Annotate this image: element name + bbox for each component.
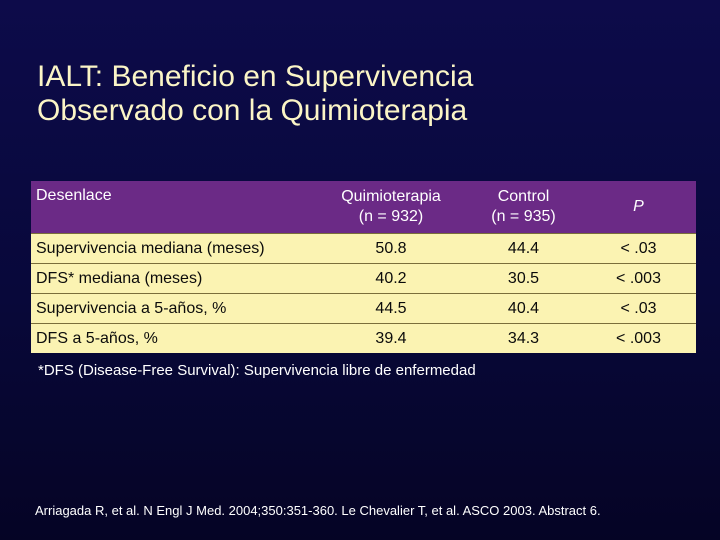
slide-title: IALT: Beneficio en Supervivencia Observa… [37, 60, 687, 128]
table-header-row: Desenlace Quimioterapia (n = 932) Contro… [31, 181, 696, 234]
row-label: DFS* mediana (meses) [31, 263, 316, 294]
table-row: DFS a 5-años, % 39.4 34.3 < .003 [31, 323, 696, 353]
citation: Arriagada R, et al. N Engl J Med. 2004;3… [35, 503, 601, 518]
chemotherapy-value: 40.2 [316, 263, 466, 294]
header-p-value: P [581, 181, 696, 234]
header-control: Control (n = 935) [466, 181, 581, 234]
header-chemotherapy: Quimioterapia (n = 932) [316, 181, 466, 234]
control-value: 30.5 [466, 263, 581, 294]
p-value: < .003 [581, 323, 696, 353]
p-value: < .003 [581, 263, 696, 294]
chemotherapy-value: 44.5 [316, 293, 466, 324]
row-label: DFS a 5-años, % [31, 323, 316, 353]
p-value: < .03 [581, 293, 696, 324]
footnote: *DFS (Disease-Free Survival): Superviven… [38, 362, 476, 379]
table-row: DFS* mediana (meses) 40.2 30.5 < .003 [31, 263, 696, 294]
table-row: Supervivencia mediana (meses) 50.8 44.4 … [31, 233, 696, 264]
results-table: Desenlace Quimioterapia (n = 932) Contro… [31, 181, 696, 353]
row-label: Supervivencia mediana (meses) [31, 233, 316, 264]
title-line-1: IALT: Beneficio en Supervivencia [37, 60, 474, 93]
header-outcome: Desenlace [31, 181, 316, 234]
row-label: Supervivencia a 5-años, % [31, 293, 316, 324]
table-row: Supervivencia a 5-años, % 44.5 40.4 < .0… [31, 293, 696, 324]
chemotherapy-value: 39.4 [316, 323, 466, 353]
chemotherapy-value: 50.8 [316, 233, 466, 264]
control-value: 40.4 [466, 293, 581, 324]
control-value: 44.4 [466, 233, 581, 264]
control-value: 34.3 [466, 323, 581, 353]
title-line-2: Observado con la Quimioterapia [37, 94, 468, 127]
p-value: < .03 [581, 233, 696, 264]
